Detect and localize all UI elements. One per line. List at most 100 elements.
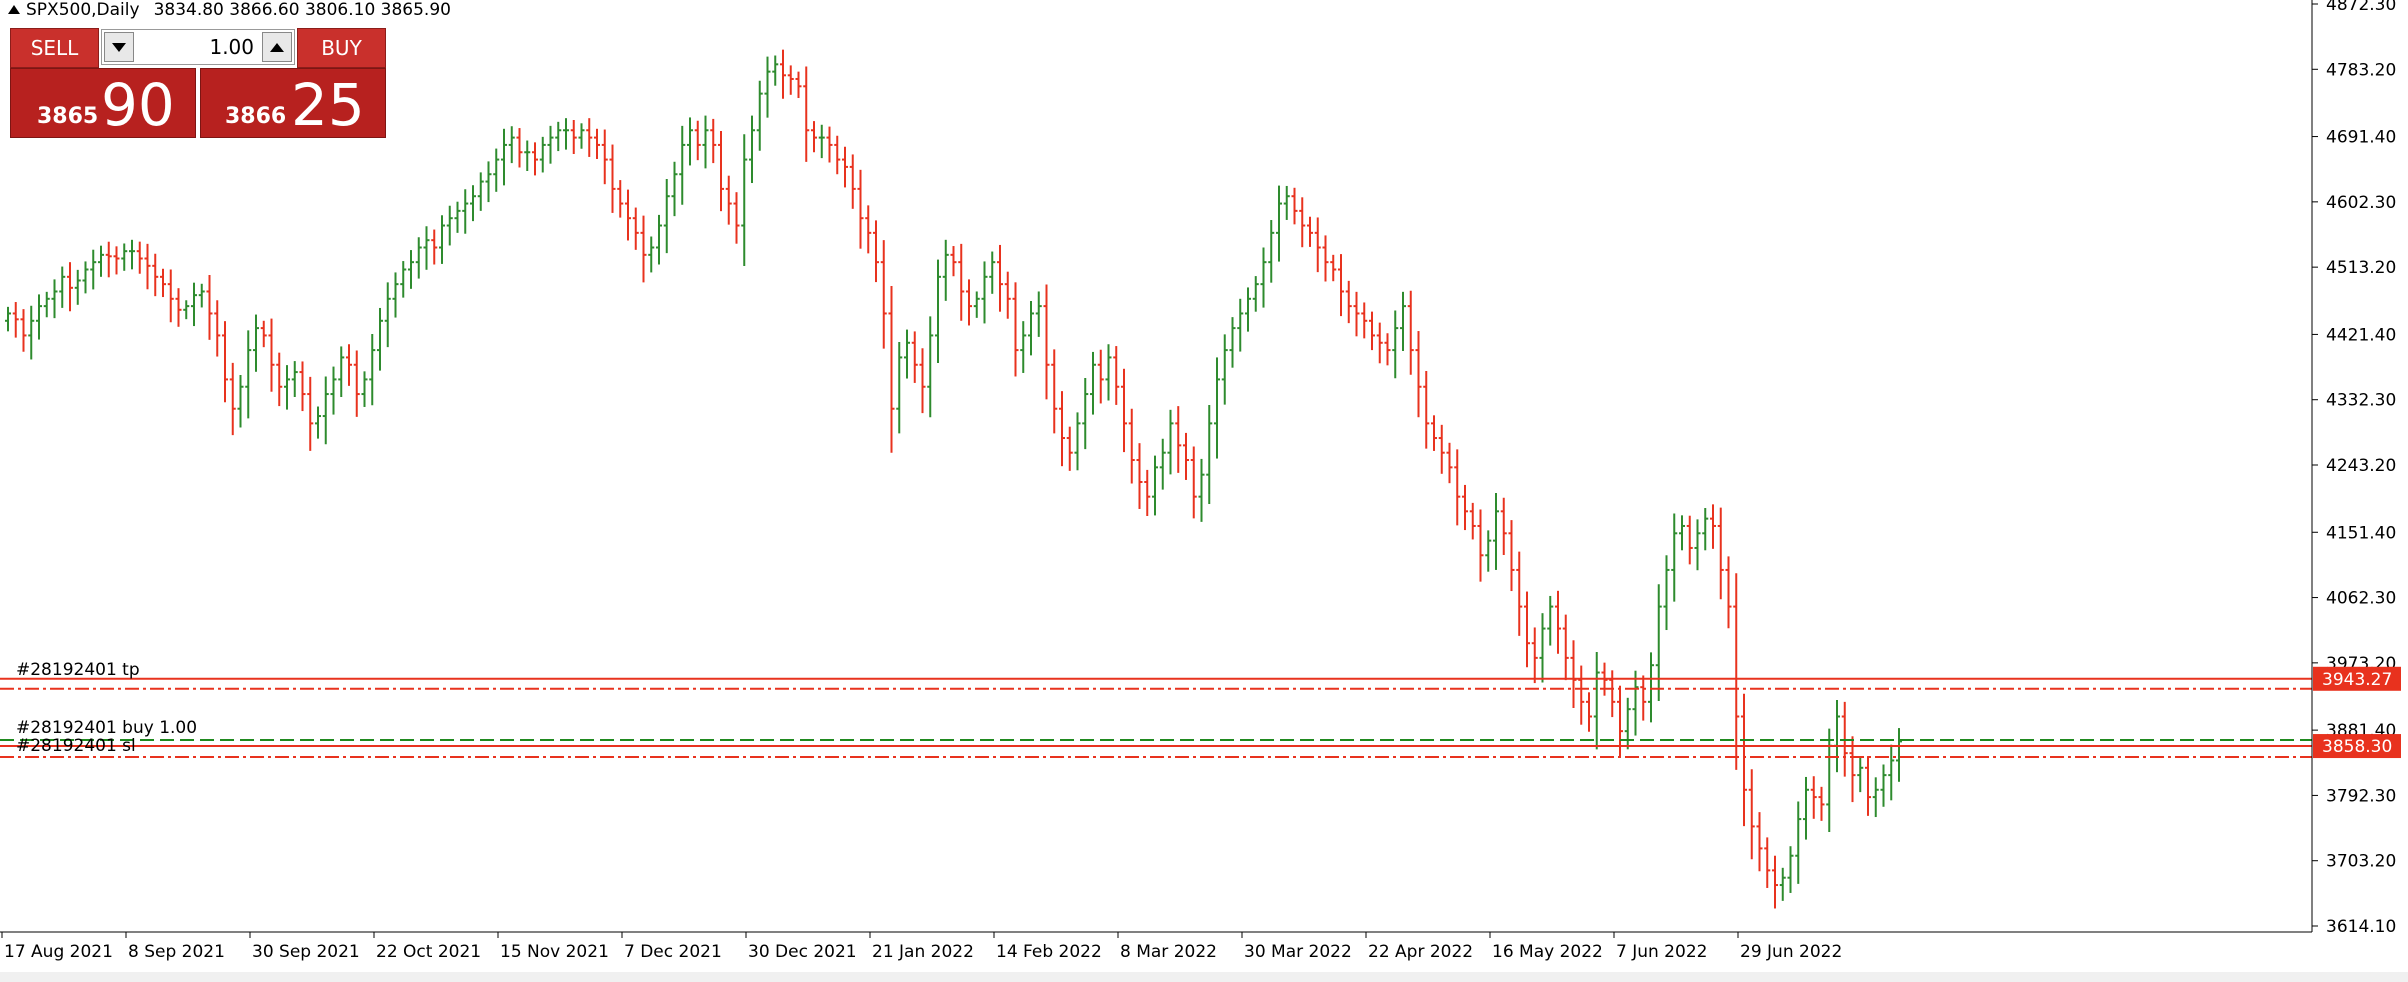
ohlc-bar bbox=[315, 406, 321, 439]
ohlc-bar bbox=[1547, 595, 1554, 646]
svg-text:3858.30: 3858.30 bbox=[2322, 737, 2392, 757]
ohlc-bar bbox=[563, 118, 569, 150]
ohlc-bar bbox=[1462, 484, 1468, 531]
ohlc-bar bbox=[1756, 812, 1763, 872]
ohlc-bar bbox=[322, 376, 329, 445]
sl-label: #28192401 sl bbox=[16, 736, 136, 756]
ohlc-bar bbox=[919, 348, 926, 414]
bid-price-button[interactable]: 3865 90 bbox=[10, 68, 196, 138]
ohlc-bar bbox=[1663, 555, 1670, 631]
ohlc-bar bbox=[1059, 391, 1065, 467]
ohlc-bar bbox=[694, 120, 701, 161]
ohlc-bar bbox=[725, 175, 732, 225]
price-tick-label: 3792.30 bbox=[2326, 786, 2396, 806]
ask-price-button[interactable]: 3866 25 bbox=[200, 68, 386, 138]
ohlc-bar bbox=[191, 282, 197, 327]
ohlc-bar bbox=[74, 269, 81, 305]
time-tick-label: 16 May 2022 bbox=[1492, 942, 1603, 962]
time-tick-label: 22 Oct 2021 bbox=[376, 942, 481, 962]
ohlc-bar bbox=[493, 148, 500, 192]
ohlc-bar bbox=[1384, 333, 1391, 366]
ohlc-bar bbox=[198, 283, 205, 308]
ohlc-bar bbox=[214, 300, 221, 357]
lot-size-stepper[interactable]: 1.00 bbox=[101, 29, 295, 65]
ohlc-bar bbox=[1787, 846, 1794, 893]
lot-decrease-button[interactable] bbox=[104, 32, 134, 62]
ohlc-bar bbox=[1748, 769, 1755, 860]
order-lines[interactable] bbox=[0, 677, 2312, 759]
ohlc-bar bbox=[1717, 507, 1724, 600]
ohlc-bar bbox=[152, 253, 159, 297]
ohlc-bar bbox=[911, 331, 918, 383]
ohlc-bar bbox=[377, 307, 383, 371]
ohlc-bar bbox=[1051, 349, 1058, 434]
ohlc-bar bbox=[1066, 426, 1073, 471]
price-tick-label: 4602.30 bbox=[2326, 193, 2396, 213]
ohlc-bar bbox=[1330, 254, 1337, 282]
ohlc-bar bbox=[1361, 302, 1368, 339]
ohlc-bar bbox=[1593, 652, 1600, 750]
ohlc-bar bbox=[1686, 515, 1693, 565]
price-tick-label: 4872.30 bbox=[2326, 0, 2396, 15]
ohlc-bar bbox=[1392, 310, 1399, 379]
ohlc-bar bbox=[237, 375, 244, 428]
ohlc-bar bbox=[663, 178, 670, 254]
ohlc-bar bbox=[1702, 508, 1709, 551]
ohlc-bar bbox=[90, 249, 97, 290]
ohlc-bar bbox=[1144, 469, 1151, 517]
ohlc-bar bbox=[245, 330, 252, 419]
ohlc-bar bbox=[656, 214, 662, 265]
ohlc-bar bbox=[299, 361, 306, 412]
ohlc-bar bbox=[43, 291, 50, 318]
entry-label: #28192401 buy 1.00 bbox=[16, 718, 197, 738]
ohlc-bar bbox=[671, 161, 678, 217]
ohlc-bar bbox=[1733, 573, 1740, 770]
ohlc-bar bbox=[942, 239, 949, 301]
price-tick-label: 4243.20 bbox=[2326, 456, 2396, 476]
time-tick-label: 15 Nov 2021 bbox=[500, 942, 609, 962]
lot-size-input[interactable]: 1.00 bbox=[209, 35, 254, 59]
ohlc-bar bbox=[578, 123, 585, 149]
ohlc-bar bbox=[454, 201, 461, 233]
ohlc-bar bbox=[741, 134, 748, 266]
ohlc-bar bbox=[625, 189, 631, 241]
ohlc-bar bbox=[1810, 776, 1817, 819]
ohlc-bar bbox=[1299, 197, 1306, 248]
ohlc-bar bbox=[1074, 412, 1081, 471]
ohlc-bar bbox=[1586, 692, 1592, 732]
chart-tabs-bar[interactable] bbox=[0, 972, 2408, 982]
ohlc-bar bbox=[539, 136, 546, 173]
time-tick-label: 7 Jun 2022 bbox=[1616, 942, 1707, 962]
ohlc-bar bbox=[896, 342, 903, 434]
ohlc-bar bbox=[229, 362, 236, 436]
price-axis[interactable]: 4872.30 4783.20 4691.40 4602.30 4513.20 4421.… bbox=[2312, 0, 2396, 937]
ohlc-bars bbox=[5, 49, 1902, 909]
ohlc-bar bbox=[136, 241, 143, 274]
ohlc-bar bbox=[28, 305, 35, 360]
ohlc-bar bbox=[1407, 290, 1414, 375]
ohlc-bar bbox=[508, 126, 515, 164]
lot-increase-button[interactable] bbox=[262, 32, 292, 62]
buy-button[interactable]: BUY bbox=[297, 28, 386, 68]
ohlc-bar bbox=[981, 261, 988, 324]
ohlc-bar bbox=[20, 309, 27, 352]
ohlc-bar bbox=[764, 56, 771, 118]
ohlc-bar bbox=[1423, 370, 1430, 449]
ohlc-bar bbox=[733, 192, 740, 244]
price-tick-label: 4691.40 bbox=[2326, 128, 2396, 148]
ohlc-bar bbox=[1113, 346, 1120, 405]
ohlc-bar bbox=[679, 125, 686, 205]
chart-header: SPX500,Daily 3834.80 3866.60 3806.10 3865… bbox=[8, 0, 451, 20]
time-tick-label: 8 Sep 2021 bbox=[128, 942, 225, 962]
ohlc-bar bbox=[1524, 591, 1530, 668]
sell-button[interactable]: SELL bbox=[10, 28, 99, 68]
ohlc-bar bbox=[462, 189, 469, 234]
bid-price-pips: 90 bbox=[101, 71, 175, 139]
ohlc-bar bbox=[1609, 670, 1616, 718]
ohlc-bar bbox=[470, 185, 476, 222]
ohlc-bar bbox=[702, 115, 709, 169]
time-axis[interactable]: 17 Aug 2021 8 Sep 2021 30 Sep 2021 22 Oct 2… bbox=[1, 932, 1842, 962]
ohlc-bar bbox=[547, 125, 554, 164]
ohlc-bar bbox=[1097, 349, 1104, 404]
